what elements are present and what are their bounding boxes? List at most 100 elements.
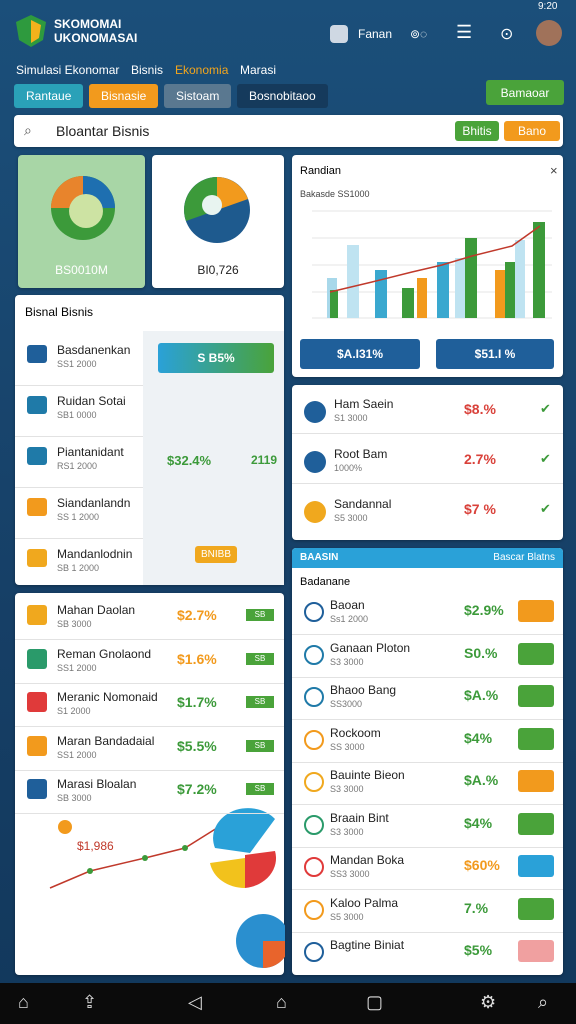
card-label: BI0,726 <box>197 263 239 277</box>
row-action[interactable] <box>518 855 554 877</box>
close-button[interactable]: × <box>550 163 558 178</box>
row-sub: SB1 0000 <box>57 410 97 420</box>
row-name: Basdanenkan <box>57 343 131 357</box>
row-check[interactable]: ✔ <box>540 451 551 466</box>
row-icon <box>304 899 324 920</box>
row-sub: S5 3000 <box>330 911 364 922</box>
location-icon[interactable]: ⊙ <box>500 26 514 43</box>
nav-link[interactable]: Simulasi Ekonomar <box>16 63 120 77</box>
row-sub: Ss1 2000 <box>330 614 369 624</box>
row-name: Kaloo Palma <box>330 895 399 910</box>
business-tag[interactable]: BNIBB <box>195 546 237 563</box>
tab-button[interactable]: Bisnasie <box>89 84 159 108</box>
row-sub: SS3 3000 <box>330 869 370 879</box>
panel-subtitle: Badanane <box>300 576 351 588</box>
tab-button[interactable]: Bosnobitaoo <box>237 84 328 108</box>
row-badge[interactable]: SB <box>246 609 274 621</box>
row-divider <box>15 682 284 684</box>
bar-chart-decor <box>312 210 552 319</box>
row-icon <box>304 501 326 523</box>
filter-button[interactable]: Bhitis <box>455 121 499 141</box>
user-name[interactable]: Fanan <box>358 27 393 41</box>
avatar[interactable] <box>536 20 562 46</box>
nav-icon[interactable]: ⌂ <box>18 992 29 1012</box>
row-check[interactable]: ✔ <box>540 501 551 516</box>
row-action[interactable] <box>518 812 554 835</box>
row-value: $60% <box>464 857 500 873</box>
row-icon <box>27 549 47 567</box>
search-icon[interactable]: ⌕ <box>24 122 32 138</box>
nav-icon[interactable]: ⇪ <box>82 992 98 1012</box>
row-check[interactable]: ✔ <box>540 401 551 416</box>
nav-link[interactable]: Marasi <box>240 63 277 77</box>
nav-icon[interactable]: ⚙ <box>480 992 497 1012</box>
row-icon <box>27 648 47 669</box>
row-sub: SS1 2000 <box>57 749 97 760</box>
row-value: $A.% <box>464 687 499 703</box>
row-divider <box>292 483 563 484</box>
row-value: $8.% <box>464 401 496 417</box>
row-divider <box>15 487 143 488</box>
row-name: Root Bam <box>334 447 388 461</box>
shield-icon[interactable] <box>330 25 348 43</box>
row-action[interactable] <box>518 727 554 750</box>
panel-title: BAASIN <box>300 552 339 563</box>
row-name: Rockoom <box>330 725 381 740</box>
row-name: Bauinte Bieon <box>330 768 405 782</box>
logo <box>16 15 46 47</box>
row-action[interactable] <box>518 642 554 665</box>
row-value: $1.7% <box>177 694 217 710</box>
row-value: $2.9% <box>464 602 504 618</box>
row-icon <box>304 401 326 423</box>
nav-link[interactable]: Ekonomia <box>175 63 229 77</box>
row-divider <box>15 436 143 437</box>
search-title: Bloantar Bisnis <box>56 123 150 139</box>
pie-decor <box>184 177 250 243</box>
menu-icon[interactable]: ☰ <box>456 22 473 42</box>
row-icon <box>304 942 324 962</box>
row-sub: S3 3000 <box>330 784 364 794</box>
panel-link[interactable]: Bascar Blatns <box>493 552 555 563</box>
chart-label: $1,986 <box>77 839 114 853</box>
tab-button[interactable]: Sistoam <box>164 84 232 108</box>
row-sub: SB 3000 <box>57 793 92 803</box>
nav-icon[interactable]: ⌕ <box>538 992 549 1012</box>
row-icon <box>304 687 324 707</box>
row-name: Mandanlodnin <box>57 547 133 561</box>
tab-button[interactable]: Rantaue <box>14 84 84 108</box>
row-name: Braain Bint <box>330 810 389 825</box>
summary-card[interactable]: BI0,726 <box>152 155 284 288</box>
row-action[interactable] <box>518 600 554 622</box>
row-action[interactable] <box>518 940 554 962</box>
row-action[interactable] <box>518 770 554 792</box>
nav-icon[interactable]: ⌂ <box>276 992 287 1012</box>
row-name: Reman Gnolaond <box>57 646 152 661</box>
toggle-icon[interactable]: ⊚◌ <box>410 27 428 41</box>
row-badge[interactable]: SB <box>246 783 274 795</box>
row-action[interactable] <box>518 685 554 707</box>
action-button[interactable]: Bamaoar <box>486 80 564 105</box>
stat-button[interactable]: $51.I % <box>436 339 554 369</box>
summary-card[interactable]: BS0010M <box>18 155 145 288</box>
row-name: Maran Bandadaial <box>57 733 155 748</box>
row-action[interactable] <box>518 897 554 920</box>
row-icon <box>304 602 324 622</box>
row-divider <box>15 538 143 539</box>
detail-area <box>143 331 284 585</box>
row-badge[interactable]: SB <box>246 652 274 665</box>
row-badge[interactable]: SB <box>246 739 274 752</box>
nav-link[interactable]: Bisnis <box>131 63 164 77</box>
stat-button[interactable]: $A.I31% <box>300 339 420 369</box>
row-sub: S1 2000 <box>57 706 91 716</box>
filter-button[interactable]: Bano <box>504 121 560 141</box>
row-name: Siandanlandn <box>57 496 131 510</box>
nav-icon[interactable]: ◁ <box>188 992 202 1012</box>
highlight-button[interactable]: S B5% <box>158 343 274 373</box>
row-badge[interactable]: SB <box>246 696 274 708</box>
system-nav: ⌂ ⇪ ◁ ⌂ ▢ ⚙ ⌕ <box>0 983 576 1024</box>
row-value: $7.2% <box>177 781 217 797</box>
row-divider <box>292 804 563 805</box>
nav-icon[interactable]: ▢ <box>366 992 384 1012</box>
row-divider <box>15 813 284 814</box>
row-divider <box>292 433 563 434</box>
